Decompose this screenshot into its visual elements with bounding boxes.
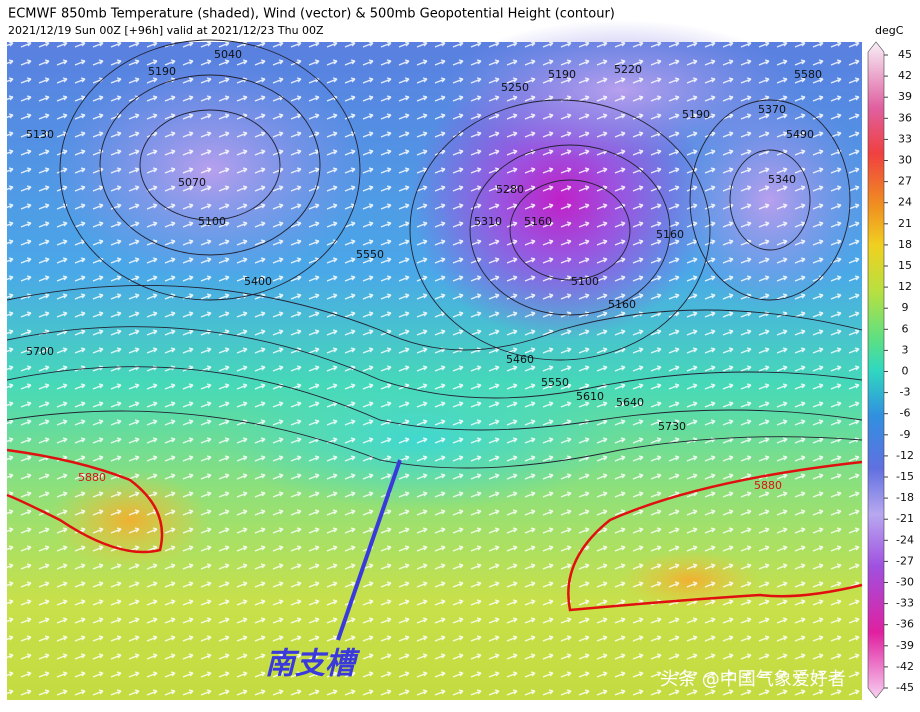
contour-label: 5550: [541, 376, 569, 389]
colorbar-tick-label: 15: [898, 259, 912, 272]
contour-label: 5580: [794, 68, 822, 81]
contour-label: 5250: [501, 81, 529, 94]
colorbar-tick-label: -33: [896, 597, 914, 610]
contour-label: 5340: [768, 173, 796, 186]
colorbar-tick-label: 36: [898, 111, 912, 124]
contour-label: 5220: [614, 63, 642, 76]
colorbar-tick-label: 18: [898, 238, 912, 251]
colorbar-tick-label: 0: [902, 365, 909, 378]
contour-label: 5130: [26, 128, 54, 141]
contour-label: 5370: [758, 103, 786, 116]
colorbar-tick-label: 21: [898, 217, 912, 230]
colorbar-tick-label: -42: [896, 660, 914, 673]
contour-label: 5400: [244, 275, 272, 288]
colorbar-tick-label: 12: [898, 280, 912, 293]
colorbar-tick-label: -9: [900, 428, 911, 441]
map-area: 5040 5190 5130 5070 5100 5400 5550 5700 5880 5250…: [6, 20, 870, 700]
contour-label: 5160: [608, 298, 636, 311]
subtitle: 2021/12/19 Sun 00Z [+96h] valid at 2021/…: [8, 24, 324, 37]
colorbar-tick-label: 30: [898, 154, 912, 167]
colorbar-tick-label: 6: [902, 322, 909, 335]
colorbar-tick-label: 42: [898, 69, 912, 82]
watermark: 头条 @中国气象爱好者: [660, 669, 846, 690]
contour-label: 5280: [496, 183, 524, 196]
contour-label: 5880: [754, 479, 782, 492]
contour-label: 5190: [548, 68, 576, 81]
trough-line: [336, 459, 402, 641]
contour-label: 5640: [616, 396, 644, 409]
colorbar-tick-label: -36: [896, 618, 914, 631]
contour-label: 5160: [656, 228, 684, 241]
colorbar-tick-label: 39: [898, 90, 912, 103]
contour-label: 5700: [26, 345, 54, 358]
contour-label: 5040: [214, 48, 242, 61]
contour-label: 5100: [571, 275, 599, 288]
colorbar-tick-label: -24: [896, 533, 914, 546]
colorbar-tick-label: 9: [902, 301, 909, 314]
colorbar-tick-label: 33: [898, 132, 912, 145]
colorbar-tick-label: -18: [896, 491, 914, 504]
colorbar-tick-label: -45: [896, 681, 914, 694]
colorbar-tick-label: -12: [896, 449, 914, 462]
title: ECMWF 850mb Temperature (shaded), Wind (…: [8, 7, 615, 22]
contour-label: 5880: [78, 471, 106, 484]
colorbar-tick-label: -3: [900, 386, 911, 399]
contour-label: 5730: [658, 420, 686, 433]
colorbar-tick-label: 27: [898, 175, 912, 188]
colorbar-tick-label: 45: [898, 48, 912, 61]
colorbar-tick-label: -6: [900, 407, 911, 420]
colorbar-label: degC: [875, 24, 904, 37]
contour-label: 5490: [786, 128, 814, 141]
contour-label: 5190: [682, 108, 710, 121]
colorbar-tick-label: -27: [896, 554, 914, 567]
contour-label: 5100: [198, 215, 226, 228]
colorbar-tick-label: 3: [902, 343, 909, 356]
contour-label: 5550: [356, 248, 384, 261]
contour-label: 5190: [148, 65, 176, 78]
trough-annotation: 南支槽: [265, 647, 361, 682]
contour-label: 5070: [178, 176, 206, 189]
colorbar-tick-label: -30: [896, 576, 914, 589]
contour-label: 5460: [506, 353, 534, 366]
colorbar-tick-label: -15: [896, 470, 914, 483]
colorbar: degC 4542393633302724211815129630-3-6-9-…: [867, 24, 914, 699]
colorbar-tick-label: 24: [898, 196, 912, 209]
contour-label: 5610: [576, 390, 604, 403]
contour-label: 5160: [524, 215, 552, 228]
colorbar-tick-label: -21: [896, 512, 914, 525]
contour-label: 5310: [474, 215, 502, 228]
colorbar-tick-label: -39: [896, 639, 914, 652]
